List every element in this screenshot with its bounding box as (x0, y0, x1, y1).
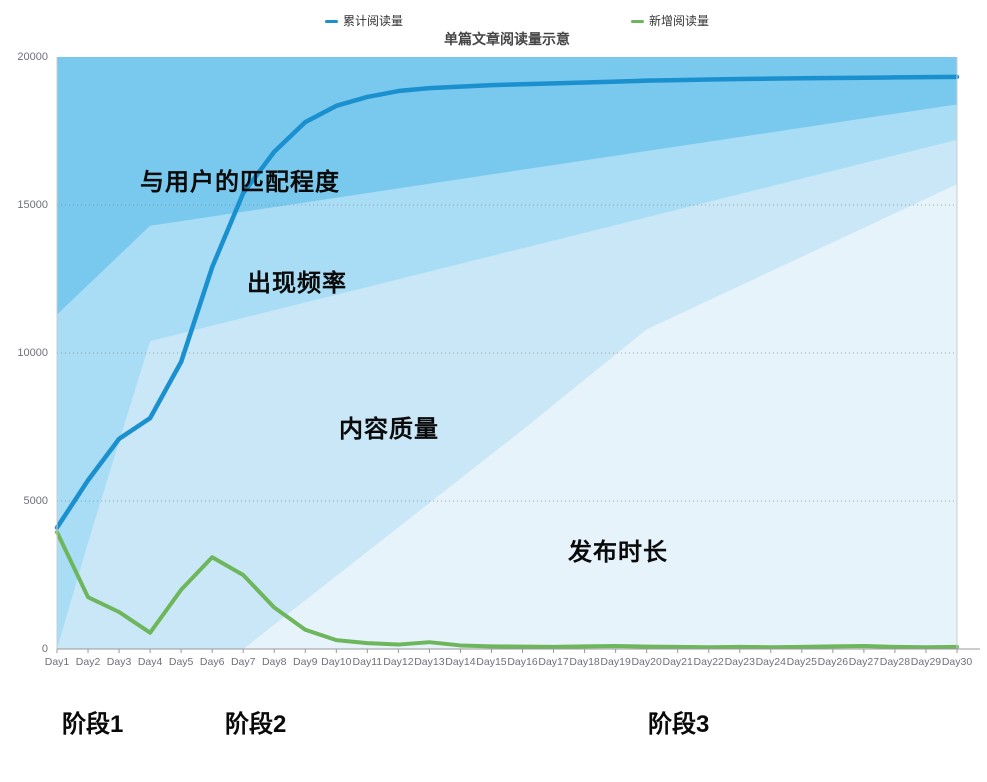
series-line-new (55, 530, 959, 650)
stage-label-1: 阶段1 (62, 711, 124, 738)
y-axis-label: 0 (41, 643, 48, 655)
area-label-duration: 发布时长 (568, 539, 668, 566)
x-axis-label: Day4 (137, 656, 163, 668)
series-line-cumulative (54, 74, 960, 530)
x-axis-label: Day11 (352, 656, 383, 668)
y-axis-label: 10000 (17, 347, 48, 359)
x-axis-label: Day27 (848, 656, 880, 668)
x-axis-label: Day28 (879, 656, 911, 668)
x-axis-label: Day20 (631, 656, 662, 668)
x-axis-label: Day16 (507, 656, 538, 668)
x-axis-label: Day13 (414, 656, 445, 668)
area-label-match-degree: 与用户的匹配程度 (140, 169, 340, 196)
x-axis-label: Day14 (445, 656, 476, 668)
x-axis-label: Day12 (383, 656, 414, 668)
x-axis-label: Day22 (693, 656, 724, 668)
x-axis-label: Day19 (600, 656, 631, 668)
x-axis-label: Day10 (321, 656, 352, 668)
x-axis-label: Day24 (755, 656, 786, 668)
x-axis-label: Day17 (538, 656, 569, 668)
area-label-quality: 内容质量 (339, 416, 439, 443)
x-axis-label: Day9 (293, 656, 318, 668)
legend-line-icon (631, 19, 644, 23)
legend-line-icon (325, 19, 338, 23)
x-axis-label: Day6 (199, 656, 225, 668)
legend-label: 累计阅读量 (343, 14, 404, 28)
x-axis-label: Day5 (168, 656, 194, 668)
legend-item-new-reads[interactable]: 新增阅读量 (631, 13, 709, 29)
stage-label-2: 阶段2 (225, 711, 287, 738)
x-axis-label: Day7 (230, 656, 256, 668)
legend: 累计阅读量 新增阅读量 (0, 13, 987, 29)
area-layer-duration (243, 184, 957, 649)
x-axis-label: Day21 (662, 656, 693, 668)
y-axis-label: 5000 (23, 495, 48, 507)
x-axis-label: Day8 (261, 656, 287, 668)
x-axis-label: Day29 (910, 656, 942, 668)
x-axis-label: Day3 (106, 656, 132, 668)
x-axis-label: Day1 (44, 656, 70, 668)
legend-label: 新增阅读量 (649, 14, 710, 28)
x-axis-label: Day30 (941, 656, 973, 668)
area-label-frequency: 出现频率 (247, 270, 347, 297)
y-axis-label: 15000 (17, 199, 48, 211)
x-axis-label: Day25 (786, 656, 817, 668)
x-axis-label: Day26 (817, 656, 849, 668)
x-axis-label: Day2 (75, 656, 101, 668)
chart-title: 单篇文章阅读量示意 (444, 31, 570, 47)
legend-item-cumulative-reads[interactable]: 累计阅读量 (325, 13, 403, 29)
y-axis-label: 20000 (17, 51, 48, 63)
x-axis-label: Day18 (569, 656, 600, 668)
x-axis-label: Day15 (476, 656, 507, 668)
stage-label-3: 阶段3 (648, 711, 710, 738)
x-axis-label: Day23 (724, 656, 755, 668)
